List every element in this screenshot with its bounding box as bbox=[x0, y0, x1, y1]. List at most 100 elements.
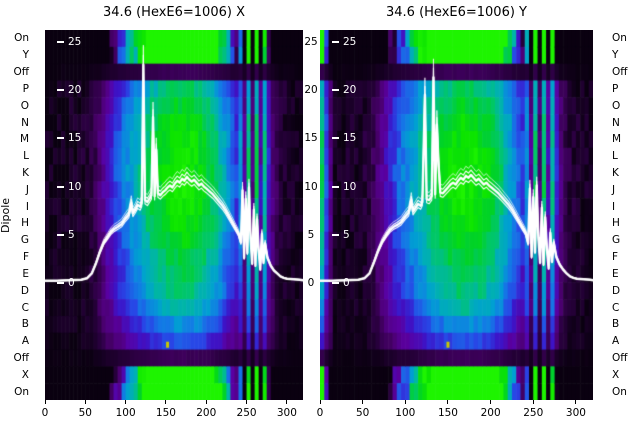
dipole-label-right: Off bbox=[612, 351, 628, 364]
y-inner-tick-label: 10 bbox=[343, 180, 357, 193]
x-tick-mark bbox=[575, 400, 577, 404]
y-inner-tick-mark bbox=[332, 88, 339, 91]
y-gap-tick-label: 20 bbox=[304, 83, 318, 96]
heatmap-canvas-x bbox=[45, 30, 303, 400]
dipole-label-left: X bbox=[21, 368, 29, 381]
dipole-label-left: P bbox=[22, 82, 29, 95]
y-inner-tick-mark bbox=[57, 88, 64, 91]
y-inner-tick-label: 5 bbox=[343, 228, 350, 241]
x-tick-label: 200 bbox=[480, 407, 501, 419]
x-tick-mark bbox=[362, 400, 364, 404]
y-inner-tick-label: 0 bbox=[343, 277, 350, 290]
panel-y-title: 34.6 (HexE6=1006) Y bbox=[386, 5, 527, 20]
x-tick-label: 0 bbox=[41, 407, 49, 419]
y-inner-tick-mark bbox=[332, 40, 339, 43]
dipole-label-left: On bbox=[14, 385, 29, 398]
x-tick-label: 100 bbox=[115, 407, 136, 419]
dipole-label-right: M bbox=[612, 133, 622, 146]
x-tick-label: 150 bbox=[437, 407, 458, 419]
dipole-label-left: K bbox=[22, 166, 29, 179]
dipole-label-left: On bbox=[14, 32, 29, 45]
y-inner-tick-mark bbox=[332, 137, 339, 140]
x-tick-mark bbox=[125, 400, 127, 404]
dipole-label-left: C bbox=[21, 301, 29, 314]
y-inner-tick-label: 0 bbox=[68, 277, 75, 290]
dipole-label-left: G bbox=[20, 234, 29, 247]
dipole-label-left: E bbox=[22, 267, 29, 280]
y-inner-tick-label: 20 bbox=[68, 83, 82, 96]
x-tick-label: 50 bbox=[78, 407, 92, 419]
x-tick-label: 0 bbox=[316, 407, 324, 419]
dipole-label-right: P bbox=[612, 82, 619, 95]
x-tick-label: 300 bbox=[276, 407, 297, 419]
dipole-label-right: I bbox=[612, 200, 616, 213]
x-tick-mark bbox=[44, 400, 46, 404]
y-inner-tick-mark bbox=[332, 185, 339, 188]
dipole-label-right: C bbox=[612, 301, 620, 314]
x-tick-mark bbox=[165, 400, 167, 404]
x-tick-mark bbox=[490, 400, 492, 404]
x-tick-mark bbox=[205, 400, 207, 404]
dipole-label-right: B bbox=[612, 318, 620, 331]
x-tick-label: 200 bbox=[196, 407, 217, 419]
y-gap-tick-label: 0 bbox=[307, 277, 315, 290]
dipole-label-left: Y bbox=[22, 49, 29, 62]
dipole-label-left: A bbox=[21, 335, 29, 348]
x-tick-mark bbox=[286, 400, 288, 404]
y-inner-tick-label: 25 bbox=[343, 35, 357, 48]
dipole-label-left: H bbox=[21, 217, 29, 230]
y-inner-tick-label: 20 bbox=[343, 83, 357, 96]
dipole-label-left: F bbox=[22, 251, 29, 264]
x-tick-mark bbox=[246, 400, 248, 404]
dipole-label-left: J bbox=[25, 183, 29, 196]
x-tick-mark bbox=[84, 400, 86, 404]
y-inner-tick-mark bbox=[57, 185, 64, 188]
y-inner-tick-mark bbox=[57, 137, 64, 140]
x-tick-mark bbox=[404, 400, 406, 404]
dipole-label-right: X bbox=[612, 368, 620, 381]
x-tick-mark bbox=[319, 400, 321, 404]
panel-y: 34.6 (HexE6=1006) Y 25 20 15 10 5 0 0 50 100 150 2… bbox=[317, 0, 593, 440]
dipole-label-left: D bbox=[20, 284, 29, 297]
x-tick-label: 300 bbox=[565, 407, 586, 419]
panel-x-title: 34.6 (HexE6=1006) X bbox=[103, 5, 245, 20]
x-tick-label: 250 bbox=[523, 407, 544, 419]
y-gap-tick-label: 25 bbox=[304, 35, 318, 48]
dipole-label-right: G bbox=[612, 234, 621, 247]
dipole-label-left: I bbox=[25, 200, 29, 213]
dipole-label-right: Off bbox=[612, 66, 628, 79]
y-gap-tick-label: 10 bbox=[304, 180, 318, 193]
dipole-label-left: M bbox=[19, 133, 29, 146]
x-tick-mark bbox=[447, 400, 449, 404]
y-gap-tick-label: 15 bbox=[304, 132, 318, 145]
dipole-label-right: On bbox=[612, 32, 627, 45]
dipole-label-right: A bbox=[612, 335, 620, 348]
dipole-label-right: O bbox=[612, 99, 621, 112]
y-inner-tick-mark bbox=[57, 282, 64, 285]
y-inner-tick-label: 10 bbox=[68, 180, 82, 193]
dipole-label-right: On bbox=[612, 385, 627, 398]
dipole-label-left: L bbox=[23, 150, 29, 163]
dipole-label-right: J bbox=[612, 183, 616, 196]
dipole-label-right: F bbox=[612, 251, 619, 264]
dipole-label-right: N bbox=[612, 116, 620, 129]
panel-x: 34.6 (HexE6=1006) X 25 20 15 10 5 0 0 50 100 150 2… bbox=[42, 0, 303, 440]
dipole-label-left: N bbox=[21, 116, 29, 129]
y-inner-tick-label: 5 bbox=[68, 228, 75, 241]
y-inner-tick-mark bbox=[57, 233, 64, 236]
x-tick-label: 50 bbox=[355, 407, 370, 419]
x-tick-label: 100 bbox=[395, 407, 416, 419]
dipole-label-left: O bbox=[20, 99, 29, 112]
dipole-label-left: Off bbox=[13, 351, 30, 364]
dipole-label-right: E bbox=[612, 267, 619, 280]
y-inner-tick-label: 15 bbox=[343, 132, 357, 145]
y-inner-tick-label: 15 bbox=[68, 132, 82, 145]
heatmap-canvas-y bbox=[320, 30, 593, 400]
dipole-label-right: L bbox=[612, 150, 618, 163]
x-tick-mark bbox=[532, 400, 534, 404]
dipole-label-left: B bbox=[21, 318, 29, 331]
dipole-label-left: Off bbox=[13, 66, 30, 79]
y-gap-tick-label: 5 bbox=[307, 228, 315, 241]
dipole-label-right: Y bbox=[612, 49, 619, 62]
